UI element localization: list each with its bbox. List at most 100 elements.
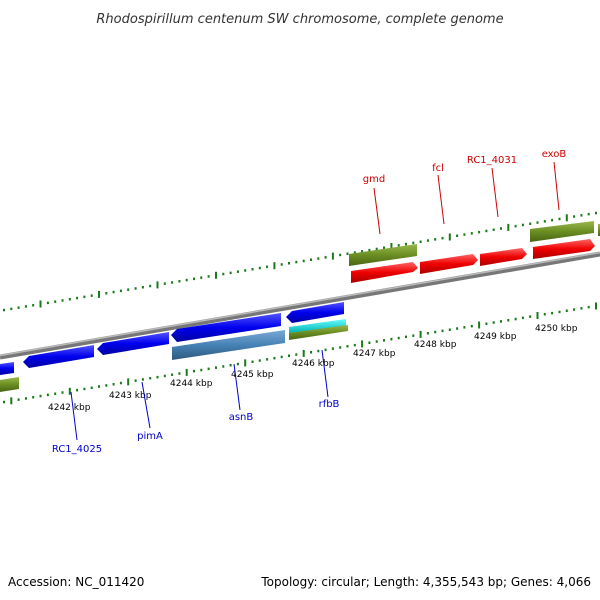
major-tick — [390, 243, 393, 250]
minor-tick — [61, 391, 64, 394]
major-tick — [273, 262, 276, 270]
minor-tick — [222, 365, 225, 368]
kbp-label: 4242 kbp — [48, 403, 91, 413]
minor-tick — [236, 270, 239, 273]
rna-feature-edge-left[interactable] — [0, 377, 19, 392]
gene-label-rc1-4031[interactable]: RC1_4031 — [467, 155, 517, 166]
minor-tick — [24, 305, 27, 308]
forward-gene-labels — [373, 161, 560, 235]
tick-track-upper — [3, 211, 597, 312]
rna-feature-asnb[interactable] — [172, 330, 285, 360]
cds-reverse-rfbb[interactable] — [286, 302, 344, 323]
gene-label-gmd[interactable]: gmd — [363, 174, 385, 185]
major-tick — [215, 271, 217, 279]
major-tick — [39, 300, 42, 308]
leader-line-asnb — [233, 363, 241, 411]
minor-tick — [10, 307, 13, 311]
minor-tick — [207, 275, 210, 278]
gene-label-exob[interactable]: exoB — [542, 149, 567, 160]
gene-label-rc1-4025[interactable]: RC1_4025 — [52, 444, 102, 455]
minor-tick — [251, 268, 254, 271]
cyan-feature-rfbb[interactable] — [289, 319, 346, 333]
kbp-label: 4250 kbp — [535, 324, 578, 334]
minor-tick — [280, 355, 283, 359]
minor-tick — [229, 271, 232, 275]
minor-tick — [478, 230, 481, 234]
rna-feature-exob[interactable] — [530, 221, 594, 242]
gene-label-fcl[interactable]: fcl — [432, 163, 444, 174]
minor-tick — [149, 284, 152, 288]
cds-forward-gmd[interactable] — [351, 262, 418, 283]
minor-tick — [17, 306, 20, 309]
minor-tick — [339, 253, 342, 257]
minor-tick — [412, 241, 415, 245]
minor-tick — [551, 218, 554, 222]
cds-reverse-edge[interactable] — [0, 362, 14, 375]
rna-feature-rfbb[interactable] — [289, 325, 348, 340]
minor-tick — [434, 238, 437, 241]
minor-tick — [331, 347, 334, 350]
minor-tick — [441, 329, 444, 333]
minor-tick — [485, 322, 488, 325]
cds-reverse-asnb[interactable] — [171, 313, 281, 342]
minor-tick — [580, 307, 583, 310]
minor-tick — [76, 388, 79, 392]
cds-reverse-pima[interactable] — [97, 332, 169, 355]
major-tick — [244, 359, 247, 367]
minor-tick — [236, 362, 239, 366]
minor-tick — [24, 397, 27, 400]
minor-tick — [83, 295, 86, 299]
minor-tick — [46, 301, 49, 305]
minor-tick — [543, 313, 546, 316]
minor-tick — [141, 286, 144, 289]
gene-label-rfbb[interactable]: rfbB — [319, 399, 340, 410]
major-tick — [331, 252, 334, 260]
major-tick — [127, 378, 130, 386]
minor-tick — [573, 215, 576, 218]
minor-tick — [434, 330, 437, 334]
minor-tick — [529, 315, 532, 318]
major-tick — [10, 397, 13, 405]
kbp-label: 4247 kbp — [353, 349, 396, 359]
minor-tick — [200, 276, 203, 279]
cds-reverse-rc1-4025[interactable] — [23, 345, 94, 368]
minor-tick — [346, 345, 349, 348]
minor-tick — [185, 278, 188, 282]
minor-tick — [54, 300, 57, 303]
major-tick — [68, 387, 71, 395]
minor-tick — [426, 332, 429, 335]
cds-forward-fcl[interactable] — [420, 254, 478, 274]
minor-tick — [112, 383, 115, 386]
cds-forward-rc1-4031[interactable] — [480, 248, 527, 266]
minor-tick — [288, 262, 290, 265]
minor-tick — [492, 321, 495, 324]
leader-line-pima — [141, 381, 151, 429]
gene-label-asnb[interactable]: asnB — [229, 412, 254, 423]
minor-tick — [492, 228, 495, 231]
major-tick — [478, 321, 481, 329]
kbp-labels: 4242 kbp 4243 kbp 4244 kbp 4245 kbp 4246… — [48, 324, 578, 413]
major-tick — [448, 233, 451, 241]
leader-line-exob — [553, 161, 560, 211]
minor-tick — [551, 311, 554, 315]
minor-tick — [54, 392, 57, 395]
minor-tick — [295, 353, 298, 356]
gene-label-pima[interactable]: pimA — [137, 431, 163, 442]
minor-tick — [105, 292, 108, 295]
minor-tick — [426, 239, 429, 242]
kbp-label: 4245 kbp — [231, 370, 274, 380]
minor-tick — [390, 337, 393, 341]
minor-tick — [68, 298, 71, 301]
minor-tick — [324, 348, 327, 352]
minor-tick — [310, 351, 312, 354]
minor-tick — [207, 367, 210, 371]
minor-tick — [76, 296, 79, 300]
minor-tick — [368, 341, 371, 344]
minor-tick — [441, 236, 444, 240]
minor-tick — [98, 385, 100, 388]
rna-feature-gmd[interactable] — [349, 244, 417, 266]
minor-tick — [485, 229, 488, 233]
minor-tick — [419, 240, 422, 243]
cds-forward-exob[interactable] — [533, 239, 595, 259]
